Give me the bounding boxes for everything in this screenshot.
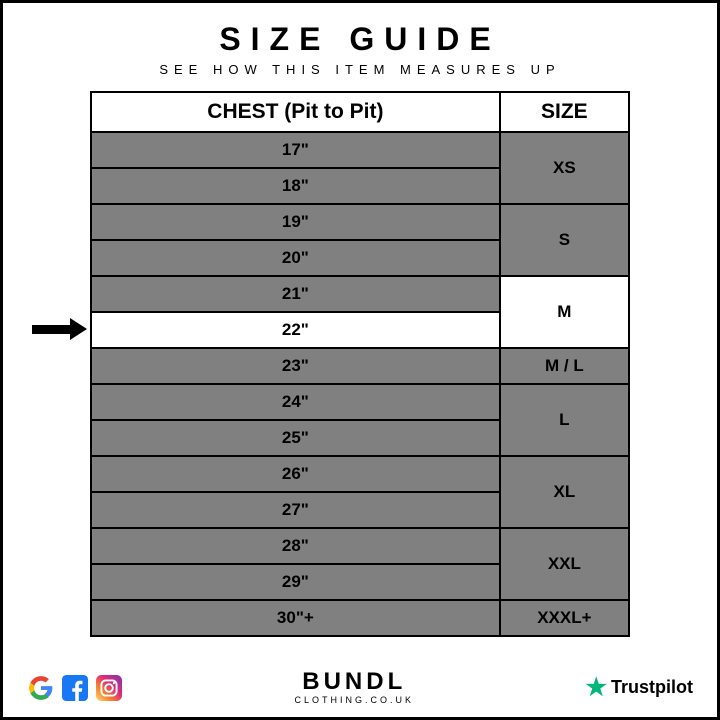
google-icon[interactable]	[27, 674, 55, 702]
size-table-wrapper: CHEST (Pit to Pit) SIZE 17"XS18"19"S20"2…	[90, 91, 630, 637]
chest-cell: 28"	[91, 528, 500, 564]
size-cell: M / L	[500, 348, 629, 384]
chest-cell: 19"	[91, 204, 500, 240]
trustpilot-label: Trustpilot	[611, 677, 693, 698]
size-cell: L	[500, 384, 629, 456]
size-table: CHEST (Pit to Pit) SIZE 17"XS18"19"S20"2…	[90, 91, 630, 637]
table-row: 17"XS	[91, 132, 629, 168]
instagram-icon[interactable]	[95, 674, 123, 702]
brand: BUNDL CLOTHING.CO.UK	[123, 670, 585, 705]
chest-cell: 24"	[91, 384, 500, 420]
size-cell: M	[500, 276, 629, 348]
page-subtitle: SEE HOW THIS ITEM MEASURES UP	[159, 62, 560, 77]
size-cell: S	[500, 204, 629, 276]
size-cell: XS	[500, 132, 629, 204]
chest-cell: 20"	[91, 240, 500, 276]
social-icons	[27, 674, 123, 702]
chest-cell: 30"+	[91, 600, 500, 636]
brand-subtitle: CLOTHING.CO.UK	[123, 695, 585, 705]
chest-cell: 22"	[91, 312, 500, 348]
table-row: 21"M	[91, 276, 629, 312]
size-cell: XL	[500, 456, 629, 528]
table-row: 23"M / L	[91, 348, 629, 384]
trustpilot[interactable]: ★ Trustpilot	[585, 673, 693, 702]
table-row: 30"+XXXL+	[91, 600, 629, 636]
chest-cell: 27"	[91, 492, 500, 528]
chest-cell: 23"	[91, 348, 500, 384]
star-icon: ★	[585, 673, 607, 702]
chest-cell: 25"	[91, 420, 500, 456]
footer: BUNDL CLOTHING.CO.UK ★ Trustpilot	[3, 670, 717, 705]
selected-arrow	[32, 320, 88, 338]
table-row: 26"XL	[91, 456, 629, 492]
header-chest: CHEST (Pit to Pit)	[91, 92, 500, 132]
chest-cell: 17"	[91, 132, 500, 168]
size-cell: XXL	[500, 528, 629, 600]
header-size: SIZE	[500, 92, 629, 132]
chest-cell: 29"	[91, 564, 500, 600]
brand-name: BUNDL	[123, 670, 585, 694]
table-row: 28"XXL	[91, 528, 629, 564]
table-row: 24"L	[91, 384, 629, 420]
chest-cell: 21"	[91, 276, 500, 312]
page-title: SIZE GUIDE	[219, 21, 500, 58]
chest-cell: 26"	[91, 456, 500, 492]
table-row: 19"S	[91, 204, 629, 240]
facebook-icon[interactable]	[61, 674, 89, 702]
chest-cell: 18"	[91, 168, 500, 204]
size-cell: XXXL+	[500, 600, 629, 636]
